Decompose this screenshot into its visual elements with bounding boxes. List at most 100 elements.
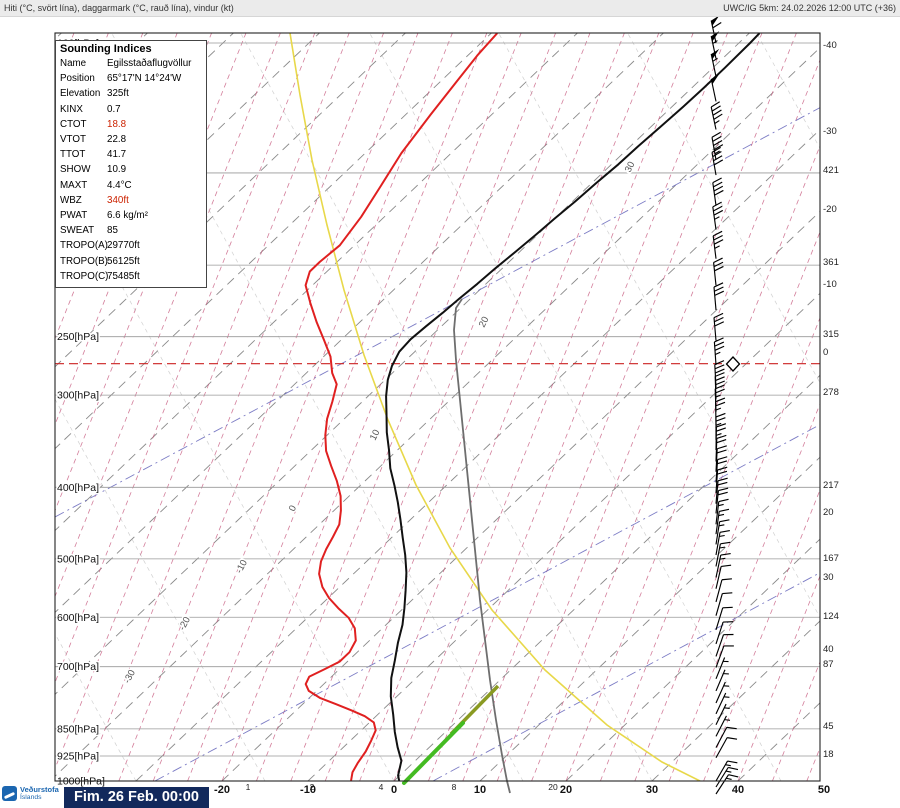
pressure-label: 850[hPa]: [57, 723, 99, 735]
wind-barb: [715, 498, 729, 525]
index-label: TTOT: [60, 149, 86, 161]
adiabat-line: [187, 33, 488, 781]
isotherm-line: [737, 702, 820, 781]
line-value-label: 10: [368, 428, 383, 442]
dry-adiabat-line: [369, 33, 782, 781]
index-row-tropo-c-: TROPO(C) 75485ft: [60, 269, 202, 284]
adiabat-line: [221, 33, 522, 781]
wind-barb: [713, 312, 725, 341]
mixing-ratio-line: [154, 424, 820, 781]
isotherm-line: [55, 47, 820, 777]
index-value: Egilsstaðaflugvöllur: [107, 58, 192, 69]
index-value: 340ft: [107, 194, 129, 206]
vedurstofa-logo-icon: [2, 786, 17, 801]
adiabat-line: [668, 402, 820, 781]
wind-barb: [715, 477, 728, 504]
mixing-ratio-label: 20: [548, 782, 558, 792]
right-axis-label: 18: [823, 749, 834, 760]
wind-barb: [715, 541, 731, 567]
wind-barb: [715, 519, 730, 545]
dewpoint-curve: [304, 33, 498, 781]
index-row-tropo-b-: TROPO(B) 56125ft: [60, 254, 202, 269]
isotherm-line: [565, 538, 820, 781]
wind-barb: [715, 774, 739, 795]
index-row-sweat: SWEAT 85: [60, 223, 202, 238]
valid-time-label: Fim. 26 Feb. 00:00: [64, 787, 209, 808]
wind-barb: [715, 703, 730, 725]
line-value-label: 20: [477, 315, 492, 329]
adiabat-line: [462, 33, 763, 781]
adiabat-line: [737, 574, 820, 781]
isotherm-line: [307, 292, 820, 781]
isotherm-line: [651, 620, 820, 781]
index-label: VTOT: [60, 134, 86, 146]
wind-barb: [713, 337, 725, 365]
index-label: SHOW: [60, 164, 91, 176]
index-row-name: Name Egilsstaðaflugvöllur: [60, 56, 202, 71]
index-value: 4.4°C: [107, 179, 132, 191]
wind-barb: [713, 257, 724, 286]
wind-barb: [715, 578, 732, 603]
right-axis-label: -10: [823, 279, 837, 290]
index-row-vtot: VTOT 22.8: [60, 132, 202, 147]
right-axis-label: -40: [823, 40, 837, 51]
adiabat-line: [290, 33, 591, 781]
tropopause-marker: [725, 356, 741, 372]
adiabat-line: [841, 33, 900, 781]
index-row-maxt: MAXT 4.4°C: [60, 178, 202, 193]
index-label: Name: [60, 58, 87, 69]
index-row-ttot: TTOT 41.7: [60, 147, 202, 162]
isotherm-line: [55, 33, 406, 368]
temp-axis-label: -10: [300, 784, 316, 796]
dry-adiabat-line: [627, 33, 820, 384]
wind-barb: [715, 530, 730, 556]
isotherm-line: [393, 374, 820, 781]
pressure-label: 925[hPa]: [57, 751, 99, 763]
index-row-show: SHOW 10.9: [60, 162, 202, 177]
temp-axis-label: 40: [732, 784, 744, 796]
wind-barb: [715, 564, 732, 589]
wind-barb: [715, 726, 737, 748]
dry-adiabat-line: [111, 33, 524, 781]
index-value: 22.8: [107, 134, 127, 146]
wind-barb: [715, 760, 738, 782]
right-axis-label: 315: [823, 329, 839, 340]
wind-barb: [715, 466, 728, 493]
wind-barb: [715, 508, 730, 535]
wind-barb: [715, 621, 734, 645]
mixing-ratio-label: 8: [452, 782, 457, 792]
index-row-position: Position 65°17'N 14°24'W: [60, 71, 202, 86]
wetbulb-curve: [453, 298, 511, 794]
pressure-label: 300[hPa]: [57, 390, 99, 402]
adiabat-line: [531, 58, 820, 781]
wind-barb: [712, 201, 724, 230]
right-axis-label: 167: [823, 553, 839, 564]
wind-barb: [712, 230, 724, 259]
wind-barb: [713, 282, 725, 311]
right-axis-label: 40: [823, 644, 834, 655]
temp-axis-label: 30: [646, 784, 658, 796]
vedurstofa-logo-text: Veðurstofa Íslands: [20, 786, 59, 801]
pressure-label: 700[hPa]: [57, 661, 99, 673]
isotherm-line: [55, 33, 664, 614]
index-label: SWEAT: [60, 225, 95, 237]
isotherm-line: [824, 33, 900, 781]
temp-axis-label: 20: [560, 784, 572, 796]
line-value-label: 30: [623, 160, 638, 174]
wind-barb: [715, 657, 729, 680]
wind-barb: [715, 692, 730, 715]
index-label: MAXT: [60, 179, 88, 191]
index-row-tropo-a-: TROPO(A) 29770ft: [60, 238, 202, 253]
index-row-elevation: Elevation 325ft: [60, 86, 202, 101]
wind-barb: [715, 445, 727, 472]
adiabat-line: [0, 33, 5, 781]
index-label: TROPO(A): [60, 240, 108, 252]
line-value-label: -30: [122, 668, 138, 685]
adiabat-line: [324, 33, 625, 781]
wind-barb: [715, 456, 728, 483]
temp-axis-label: 50: [818, 784, 830, 796]
chart-gridlines: [0, 33, 900, 781]
index-label: WBZ: [60, 194, 82, 206]
